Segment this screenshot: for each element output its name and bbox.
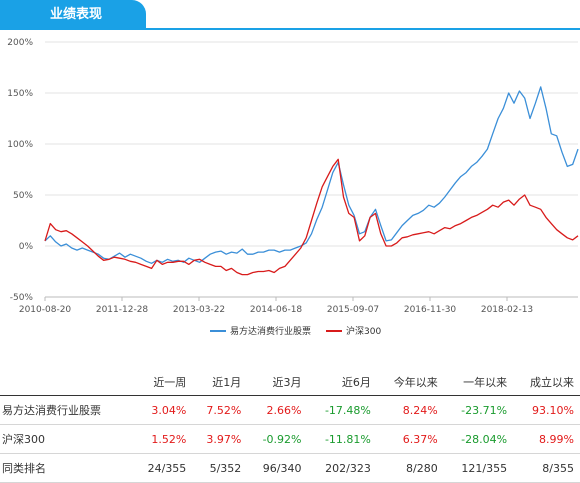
y-axis-ticks: 200% 150% 100% 50% 0% -50% [7, 38, 33, 303]
table-cell: 8/280 [406, 461, 438, 475]
performance-table: 近一周 近1月 近3月 近6月 今年以来 一年以来 成立以来 易方达消费行业股票 3.04% 7… [0, 369, 580, 483]
table-header-cell: 一年以来 [463, 376, 508, 389]
table-header-cell: 近3月 [272, 376, 302, 389]
row-name: 同类排名 [2, 462, 46, 475]
series-line-index [44, 158, 579, 276]
x-tick-label: 2010-08-20 [19, 305, 72, 315]
table-header-corner [0, 369, 132, 396]
table-header-cell: 近6月 [341, 376, 371, 389]
table-cell: 3.97% [206, 432, 242, 446]
performance-chart: 200% 150% 100% 50% 0% -50% 2010-08-20 2011-12-… [7, 38, 579, 337]
tab-performance[interactable]: 业绩表现 [0, 0, 146, 30]
series-line-fund [44, 86, 579, 264]
table-cell: 2.66% [266, 403, 302, 417]
table-header-row: 近一周 近1月 近3月 近6月 今年以来 一年以来 成立以来 [0, 369, 580, 396]
table-cell: 202/323 [325, 461, 371, 475]
table-cell: -0.92% [262, 432, 302, 446]
table-cell: -23.71% [461, 403, 508, 417]
table-header-cell: 近1月 [212, 376, 242, 389]
table-cell: -11.81% [324, 432, 371, 446]
x-tick-label: 2014-06-18 [250, 305, 303, 315]
x-axis-ticks: 2010-08-20 2011-12-28 2013-03-22 2014-06-18… [19, 297, 533, 315]
header-divider [0, 28, 580, 30]
table-header-cell: 近一周 [153, 376, 187, 389]
table-cell: -17.48% [324, 403, 371, 417]
row-name: 沪深300 [2, 433, 45, 446]
y-tick-label: 200% [7, 38, 33, 48]
table-header-cell: 成立以来 [530, 376, 574, 389]
table-cell: 93.10% [532, 403, 574, 417]
chart-lines [44, 86, 579, 276]
table-row: 易方达消费行业股票 3.04% 7.52% 2.66% -17.48% 8.24% -23.… [0, 396, 580, 425]
y-tick-label: 100% [7, 140, 33, 150]
table-cell: 1.52% [151, 432, 187, 446]
chart-legend: 易方达消费行业股票 沪深300 [210, 325, 381, 337]
table-cell: 5/352 [209, 461, 242, 475]
table-row: 同类排名 24/355 5/352 96/340 202/323 8/280 121/355… [0, 454, 580, 483]
row-name: 易方达消费行业股票 [2, 404, 101, 417]
table-cell: 8/355 [542, 461, 574, 475]
x-tick-label: 2015-09-07 [327, 305, 379, 315]
table-header-cell: 今年以来 [393, 376, 438, 389]
y-tick-label: -50% [10, 293, 34, 303]
y-tick-label: 50% [13, 191, 33, 201]
table-cell: 6.37% [402, 432, 438, 446]
table-cell: 24/355 [147, 461, 187, 475]
table-cell: 7.52% [206, 403, 242, 417]
legend-label: 沪深300 [346, 325, 381, 337]
y-tick-label: 150% [7, 89, 33, 99]
table-cell: 121/355 [461, 461, 508, 475]
x-tick-label: 2018-02-13 [481, 305, 533, 315]
header-bar: 业绩表现 [0, 0, 580, 30]
table-cell: 8.99% [539, 432, 574, 446]
table-cell: 8.24% [402, 403, 438, 417]
x-tick-label: 2011-12-28 [96, 305, 149, 315]
legend-label: 易方达消费行业股票 [230, 325, 311, 337]
y-tick-label: 0% [19, 242, 34, 252]
table-cell: 3.04% [151, 403, 187, 417]
table-body: 易方达消费行业股票 3.04% 7.52% 2.66% -17.48% 8.24% -23.… [0, 396, 580, 483]
x-tick-label: 2013-03-22 [173, 305, 225, 315]
table-cell: 96/340 [262, 461, 302, 475]
table-row: 沪深300 1.52% 3.97% -0.92% -11.81% 6.37% -28.04%… [0, 425, 580, 454]
x-tick-label: 2016-11-30 [404, 305, 457, 315]
table-cell: -28.04% [461, 432, 508, 446]
